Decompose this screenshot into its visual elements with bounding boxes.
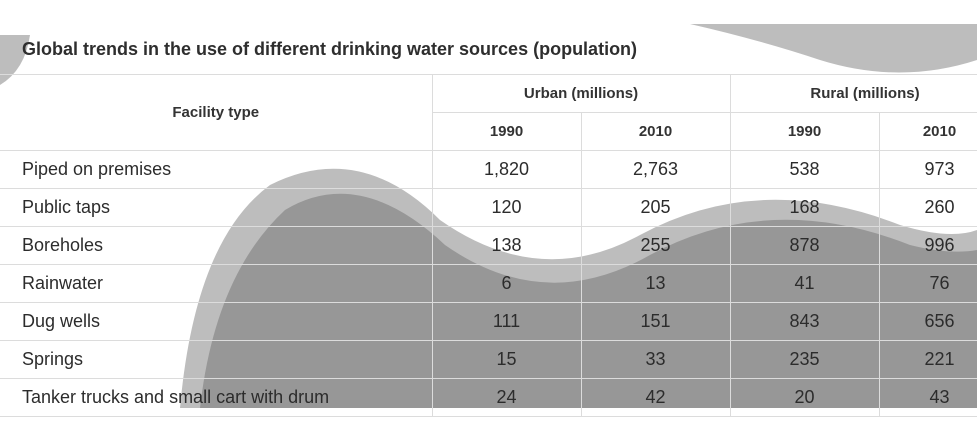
title-row: Global trends in the use of different dr… [0, 24, 977, 75]
rural-group-header: Rural (millions) [730, 74, 977, 113]
urban-1990-value: 6 [432, 264, 582, 303]
rural-2010-value: 43 [879, 378, 977, 417]
year-header-row: 1990 2010 1990 2010 [0, 112, 977, 151]
urban-1990-value: 111 [432, 302, 582, 341]
rural-2010-value: 656 [879, 302, 977, 341]
urban-2010-value: 42 [581, 378, 731, 417]
table-row: Public taps 120 205 168 260 [0, 188, 977, 227]
rural-2010-value: 996 [879, 226, 977, 265]
facility-name-cell: Dug wells [0, 302, 433, 341]
rural-2010-value: 973 [879, 150, 977, 189]
rural-1990-value: 20 [730, 378, 880, 417]
urban-2010-value: 13 [581, 264, 731, 303]
rural-2010-value: 221 [879, 340, 977, 379]
rural-2010-value: 76 [879, 264, 977, 303]
table-title: Global trends in the use of different dr… [0, 24, 977, 75]
urban-1990-value: 120 [432, 188, 582, 227]
facility-name-cell: Tanker trucks and small cart with drum [0, 378, 433, 417]
urban-2010-value: 2,763 [581, 150, 731, 189]
group-header-row: Facility type Urban (millions) Rural (mi… [0, 74, 977, 151]
facility-name-cell: Rainwater [0, 264, 433, 303]
table-row: Dug wells 111 151 843 656 [0, 302, 977, 341]
rural-1990-header: 1990 [730, 112, 880, 151]
facility-name-cell: Public taps [0, 188, 433, 227]
table-row: Tanker trucks and small cart with drum 2… [0, 378, 977, 417]
facility-name-cell: Boreholes [0, 226, 433, 265]
table-container: Global trends in the use of different dr… [0, 24, 977, 417]
urban-1990-value: 1,820 [432, 150, 582, 189]
urban-1990-value: 138 [432, 226, 582, 265]
urban-1990-header: 1990 [432, 112, 582, 151]
rural-1990-value: 235 [730, 340, 880, 379]
rural-2010-header: 2010 [879, 112, 977, 151]
rural-1990-value: 168 [730, 188, 880, 227]
rural-1990-value: 843 [730, 302, 880, 341]
rural-1990-value: 41 [730, 264, 880, 303]
urban-2010-value: 205 [581, 188, 731, 227]
table-row: Rainwater 6 13 41 76 [0, 264, 977, 303]
rural-1990-value: 878 [730, 226, 880, 265]
facility-type-header: Facility type [0, 74, 433, 151]
facility-name-cell: Springs [0, 340, 433, 379]
facility-name-cell: Piped on premises [0, 150, 433, 189]
urban-2010-header: 2010 [581, 112, 731, 151]
water-sources-table: Global trends in the use of different dr… [0, 24, 977, 417]
urban-1990-value: 15 [432, 340, 582, 379]
urban-2010-value: 255 [581, 226, 731, 265]
urban-2010-value: 151 [581, 302, 731, 341]
urban-2010-value: 33 [581, 340, 731, 379]
table-row: Springs 15 33 235 221 [0, 340, 977, 379]
table-row: Boreholes 138 255 878 996 [0, 226, 977, 265]
urban-group-header: Urban (millions) [432, 74, 731, 113]
urban-1990-value: 24 [432, 378, 582, 417]
rural-2010-value: 260 [879, 188, 977, 227]
table-row: Piped on premises 1,820 2,763 538 973 [0, 150, 977, 189]
rural-1990-value: 538 [730, 150, 880, 189]
